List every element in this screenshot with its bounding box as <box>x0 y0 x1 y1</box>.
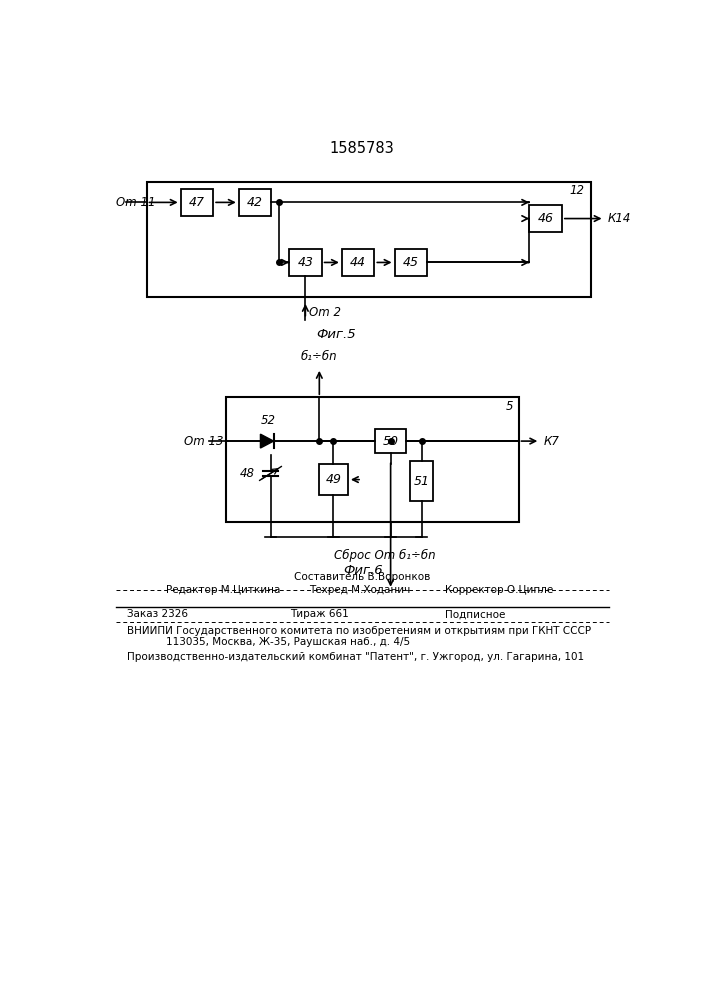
Text: 5: 5 <box>506 400 513 413</box>
Text: Тираж 661: Тираж 661 <box>290 609 349 619</box>
Bar <box>146 182 590 297</box>
Text: 50: 50 <box>382 435 399 448</box>
Bar <box>410 461 433 501</box>
Text: Фиг.6: Фиг.6 <box>344 564 383 577</box>
Text: 43: 43 <box>298 256 313 269</box>
Text: 46: 46 <box>537 212 554 225</box>
Bar <box>530 205 562 232</box>
Text: Техред М.Хoданич: Техред М.Хoданич <box>309 585 411 595</box>
Text: 12: 12 <box>569 184 584 197</box>
Bar <box>319 464 348 495</box>
Polygon shape <box>260 434 274 448</box>
Bar <box>226 397 518 522</box>
Text: К7: К7 <box>543 435 559 448</box>
Bar <box>180 189 213 216</box>
Bar <box>341 249 374 276</box>
Text: 42: 42 <box>247 196 263 209</box>
Text: 113035, Москва, Ж-35, Раушская наб., д. 4/5: 113035, Москва, Ж-35, Раушская наб., д. … <box>127 637 410 647</box>
Text: 51: 51 <box>414 475 430 488</box>
Text: ВНИИПИ Государственного комитета по изобретениям и открытиям при ГКНТ СССР: ВНИИПИ Государственного комитета по изоб… <box>127 626 591 636</box>
Bar <box>239 189 271 216</box>
Text: 52: 52 <box>261 414 276 427</box>
Text: Оm 2: Оm 2 <box>309 306 341 319</box>
Text: Оm 13: Оm 13 <box>184 435 223 448</box>
Text: б₁÷бn: б₁÷бn <box>301 350 338 363</box>
Text: Корректор О.Ципле: Корректор О.Ципле <box>445 585 553 595</box>
Bar <box>395 249 427 276</box>
Text: 1585783: 1585783 <box>329 141 395 156</box>
Text: 48: 48 <box>240 467 255 480</box>
Text: Производственно-издательский комбинат "Патент", г. Ужгород, ул. Гагарина, 101: Производственно-издательский комбинат "П… <box>127 652 584 662</box>
Text: 47: 47 <box>189 196 205 209</box>
Text: Составитель В.Воронков: Составитель В.Воронков <box>294 572 430 582</box>
Text: 44: 44 <box>350 256 366 269</box>
Text: 45: 45 <box>403 256 419 269</box>
Bar <box>289 249 322 276</box>
Text: Редактор М.Циткина: Редактор М.Циткина <box>166 585 280 595</box>
Text: Фиг.5: Фиг.5 <box>317 328 356 341</box>
Text: Сброс Оm б₁÷бn: Сброс Оm б₁÷бn <box>334 549 436 562</box>
Text: Оm 11: Оm 11 <box>115 196 155 209</box>
Text: Заказ 2326: Заказ 2326 <box>127 609 188 619</box>
Bar <box>375 429 406 453</box>
Text: Подписное: Подписное <box>445 609 506 619</box>
Text: К14: К14 <box>607 212 631 225</box>
Text: 49: 49 <box>325 473 341 486</box>
